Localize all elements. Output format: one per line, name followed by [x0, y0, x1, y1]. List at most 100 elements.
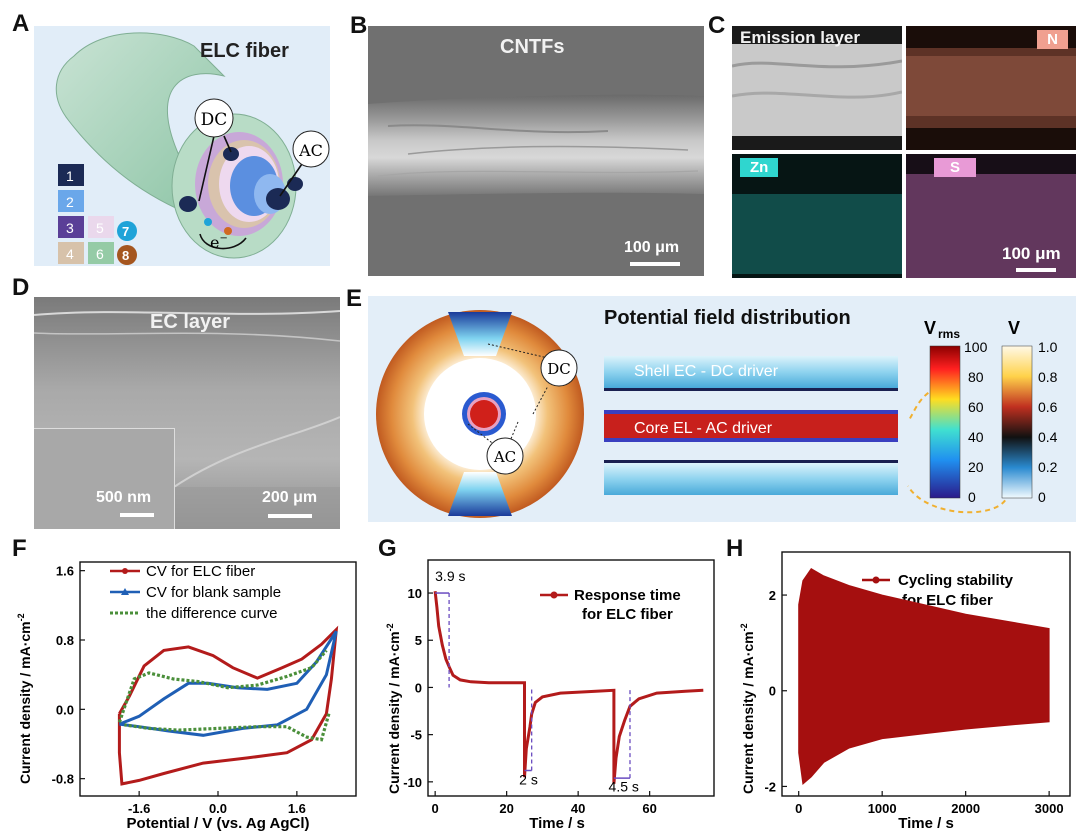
- chart-g-ytick-label: 10: [408, 586, 422, 601]
- panel-d-scale-label: 200 μm: [262, 489, 318, 506]
- svg-text:5: 5: [96, 220, 104, 236]
- svg-text:3: 3: [66, 220, 74, 236]
- chart-g-ylabel: Current density / mA·cm-2: [385, 623, 402, 794]
- svg-text:2: 2: [66, 194, 74, 210]
- ac-callout: [292, 130, 330, 168]
- ac-electrode: [266, 188, 290, 210]
- chart-g-ytick-label: 0: [415, 680, 422, 695]
- chart-f-ylabel: Current density / mA·cm-2: [16, 613, 33, 784]
- panel-c-scalebar: [1016, 268, 1056, 272]
- chart-g-ytick-label: -10: [403, 775, 422, 790]
- chart-g-xtick-label: 0: [432, 801, 439, 816]
- panel-label-f: F: [12, 535, 27, 562]
- chart-h-ytick-label: -2: [764, 779, 776, 794]
- chart-g-ytick-label: -5: [410, 728, 422, 743]
- panel-label-d: D: [12, 274, 30, 301]
- cb1-tick-80: 80: [968, 369, 984, 385]
- chart-h-xlabel: Time / s: [898, 815, 954, 831]
- chart-f-legend-1: CV for ELC fiber: [146, 563, 255, 580]
- chart-f-xlabel: Potential / V (vs. Ag AgCl): [126, 815, 309, 831]
- cb1-tick-40: 40: [968, 429, 984, 445]
- chart-h-series-band: [798, 568, 1050, 785]
- chart-f-legend-3: the difference curve: [146, 605, 277, 622]
- zn-map-image: Zn: [732, 154, 902, 278]
- cb2-tick-0.8: 0.8: [1038, 369, 1058, 385]
- emission-layer-label: Emission layer: [740, 28, 861, 47]
- panel-c: Emission layer N Zn S 100 μm: [732, 26, 1076, 278]
- panel-d-inset: 500 nm: [34, 428, 175, 529]
- dc-label: DC: [201, 110, 228, 130]
- chart-g-xtick-label: 60: [642, 801, 656, 816]
- panel-c-scale-label: 100 μm: [1002, 244, 1061, 263]
- chart-g-annotation-label: 4.5 s: [609, 778, 639, 794]
- panel-label-a: A: [12, 10, 30, 37]
- panel-label-g: G: [378, 535, 397, 562]
- panel-b-scale-label: 100 μm: [624, 239, 680, 256]
- n-map-label: N: [1037, 30, 1068, 49]
- chart-g-legend-2: for ELC fiber: [582, 606, 673, 623]
- cb1-tick-0: 0: [968, 489, 976, 505]
- dc-callout: [194, 98, 234, 138]
- cb2-tick-1.0: 1.0: [1038, 339, 1058, 355]
- e-ac-callout: [486, 437, 524, 475]
- chart-h-xtick-label: 1000: [868, 801, 897, 816]
- inset-scalebar: [120, 513, 154, 517]
- electron-arrow: [199, 233, 247, 250]
- chart-h: Cycling stability for ELC fiber Time / s…: [739, 551, 1071, 831]
- panel-e-title: Potential field distribution: [604, 307, 851, 329]
- chart-h-axes: [781, 551, 1071, 797]
- e-ac-label: AC: [493, 448, 516, 466]
- chart-h-xtick-label: 3000: [1035, 801, 1064, 816]
- layer-bands: [604, 356, 898, 495]
- cb1-tick-100: 100: [964, 339, 988, 355]
- chart-g-xlabel: Time / s: [529, 815, 585, 831]
- svg-text:7: 7: [122, 224, 129, 239]
- chart-f-xtick-label: -1.6: [128, 801, 150, 816]
- chart-h-xtick-label: 0: [795, 801, 802, 816]
- panel-label-h: H: [726, 535, 744, 562]
- panel-label-e: E: [346, 285, 363, 312]
- chart-g-axes: [427, 559, 715, 797]
- chart-g: Response time for ELC fiber Time / s Cur…: [385, 559, 715, 831]
- emission-layer-image: Emission layer: [732, 26, 902, 150]
- chart-f-ytick-label: -0.8: [52, 772, 74, 787]
- chart-f-ytick-label: 0.8: [56, 633, 74, 648]
- chart-h-ytick-label: 0: [769, 684, 776, 699]
- cb2-tick-0.4: 0.4: [1038, 429, 1058, 445]
- chart-h-legend-1: Cycling stability: [898, 572, 1014, 589]
- chart-h-ytick-label: 2: [769, 588, 776, 603]
- chart-f-xtick-label: 1.6: [288, 801, 306, 816]
- chart-h-ylabel: Current density / mA·cm-2: [739, 623, 756, 794]
- elc-fiber-illustration: DC AC e− ELC fiber 1 2 3 5 4 6 7 8: [55, 32, 330, 265]
- panel-d-scalebar: [268, 514, 312, 518]
- panel-a: DC AC e− ELC fiber 1 2 3 5 4 6 7 8: [34, 26, 330, 266]
- chart-g-annotation-label: 2 s: [519, 772, 538, 788]
- v-colorbar: [1001, 345, 1033, 499]
- chart-f-ytick-label: 1.6: [56, 564, 74, 579]
- vrms-colorbar: [929, 345, 961, 499]
- s-map-label: S: [934, 158, 977, 177]
- ac-label: AC: [298, 141, 323, 160]
- ball-8-small: [224, 227, 232, 235]
- chart-g-xtick-label: 40: [571, 801, 585, 816]
- s-map-image: S 100 μm: [906, 154, 1076, 278]
- chart-f-series-3-lower: [124, 713, 331, 742]
- electron-label: e−: [210, 233, 228, 252]
- chart-f-series-1: [117, 625, 339, 786]
- chart-g-ytick-label: 5: [415, 633, 422, 648]
- chart-f-series-2: [118, 630, 338, 737]
- e-dc-callout: [540, 349, 578, 387]
- layer-legend: 1 2 3 5 4 6 7 8: [58, 164, 137, 265]
- cb1-tick-20: 20: [968, 459, 984, 475]
- inset-scale-label: 500 nm: [96, 489, 152, 506]
- cb2-tick-0.6: 0.6: [1038, 399, 1058, 415]
- panel-d-title: EC layer: [150, 311, 231, 333]
- chart-g-legend-1: Response time: [574, 587, 681, 604]
- dc-electrode-top: [223, 147, 239, 161]
- panel-d-sem-image: EC layer 500 nm 200 μm: [34, 297, 340, 529]
- chart-g-xtick-label: 20: [499, 801, 513, 816]
- cb2-tick-0: 0: [1038, 489, 1046, 505]
- panel-b-sem-image: CNTFs 100 μm: [368, 26, 704, 276]
- chart-f-xtick-label: 0.0: [209, 801, 227, 816]
